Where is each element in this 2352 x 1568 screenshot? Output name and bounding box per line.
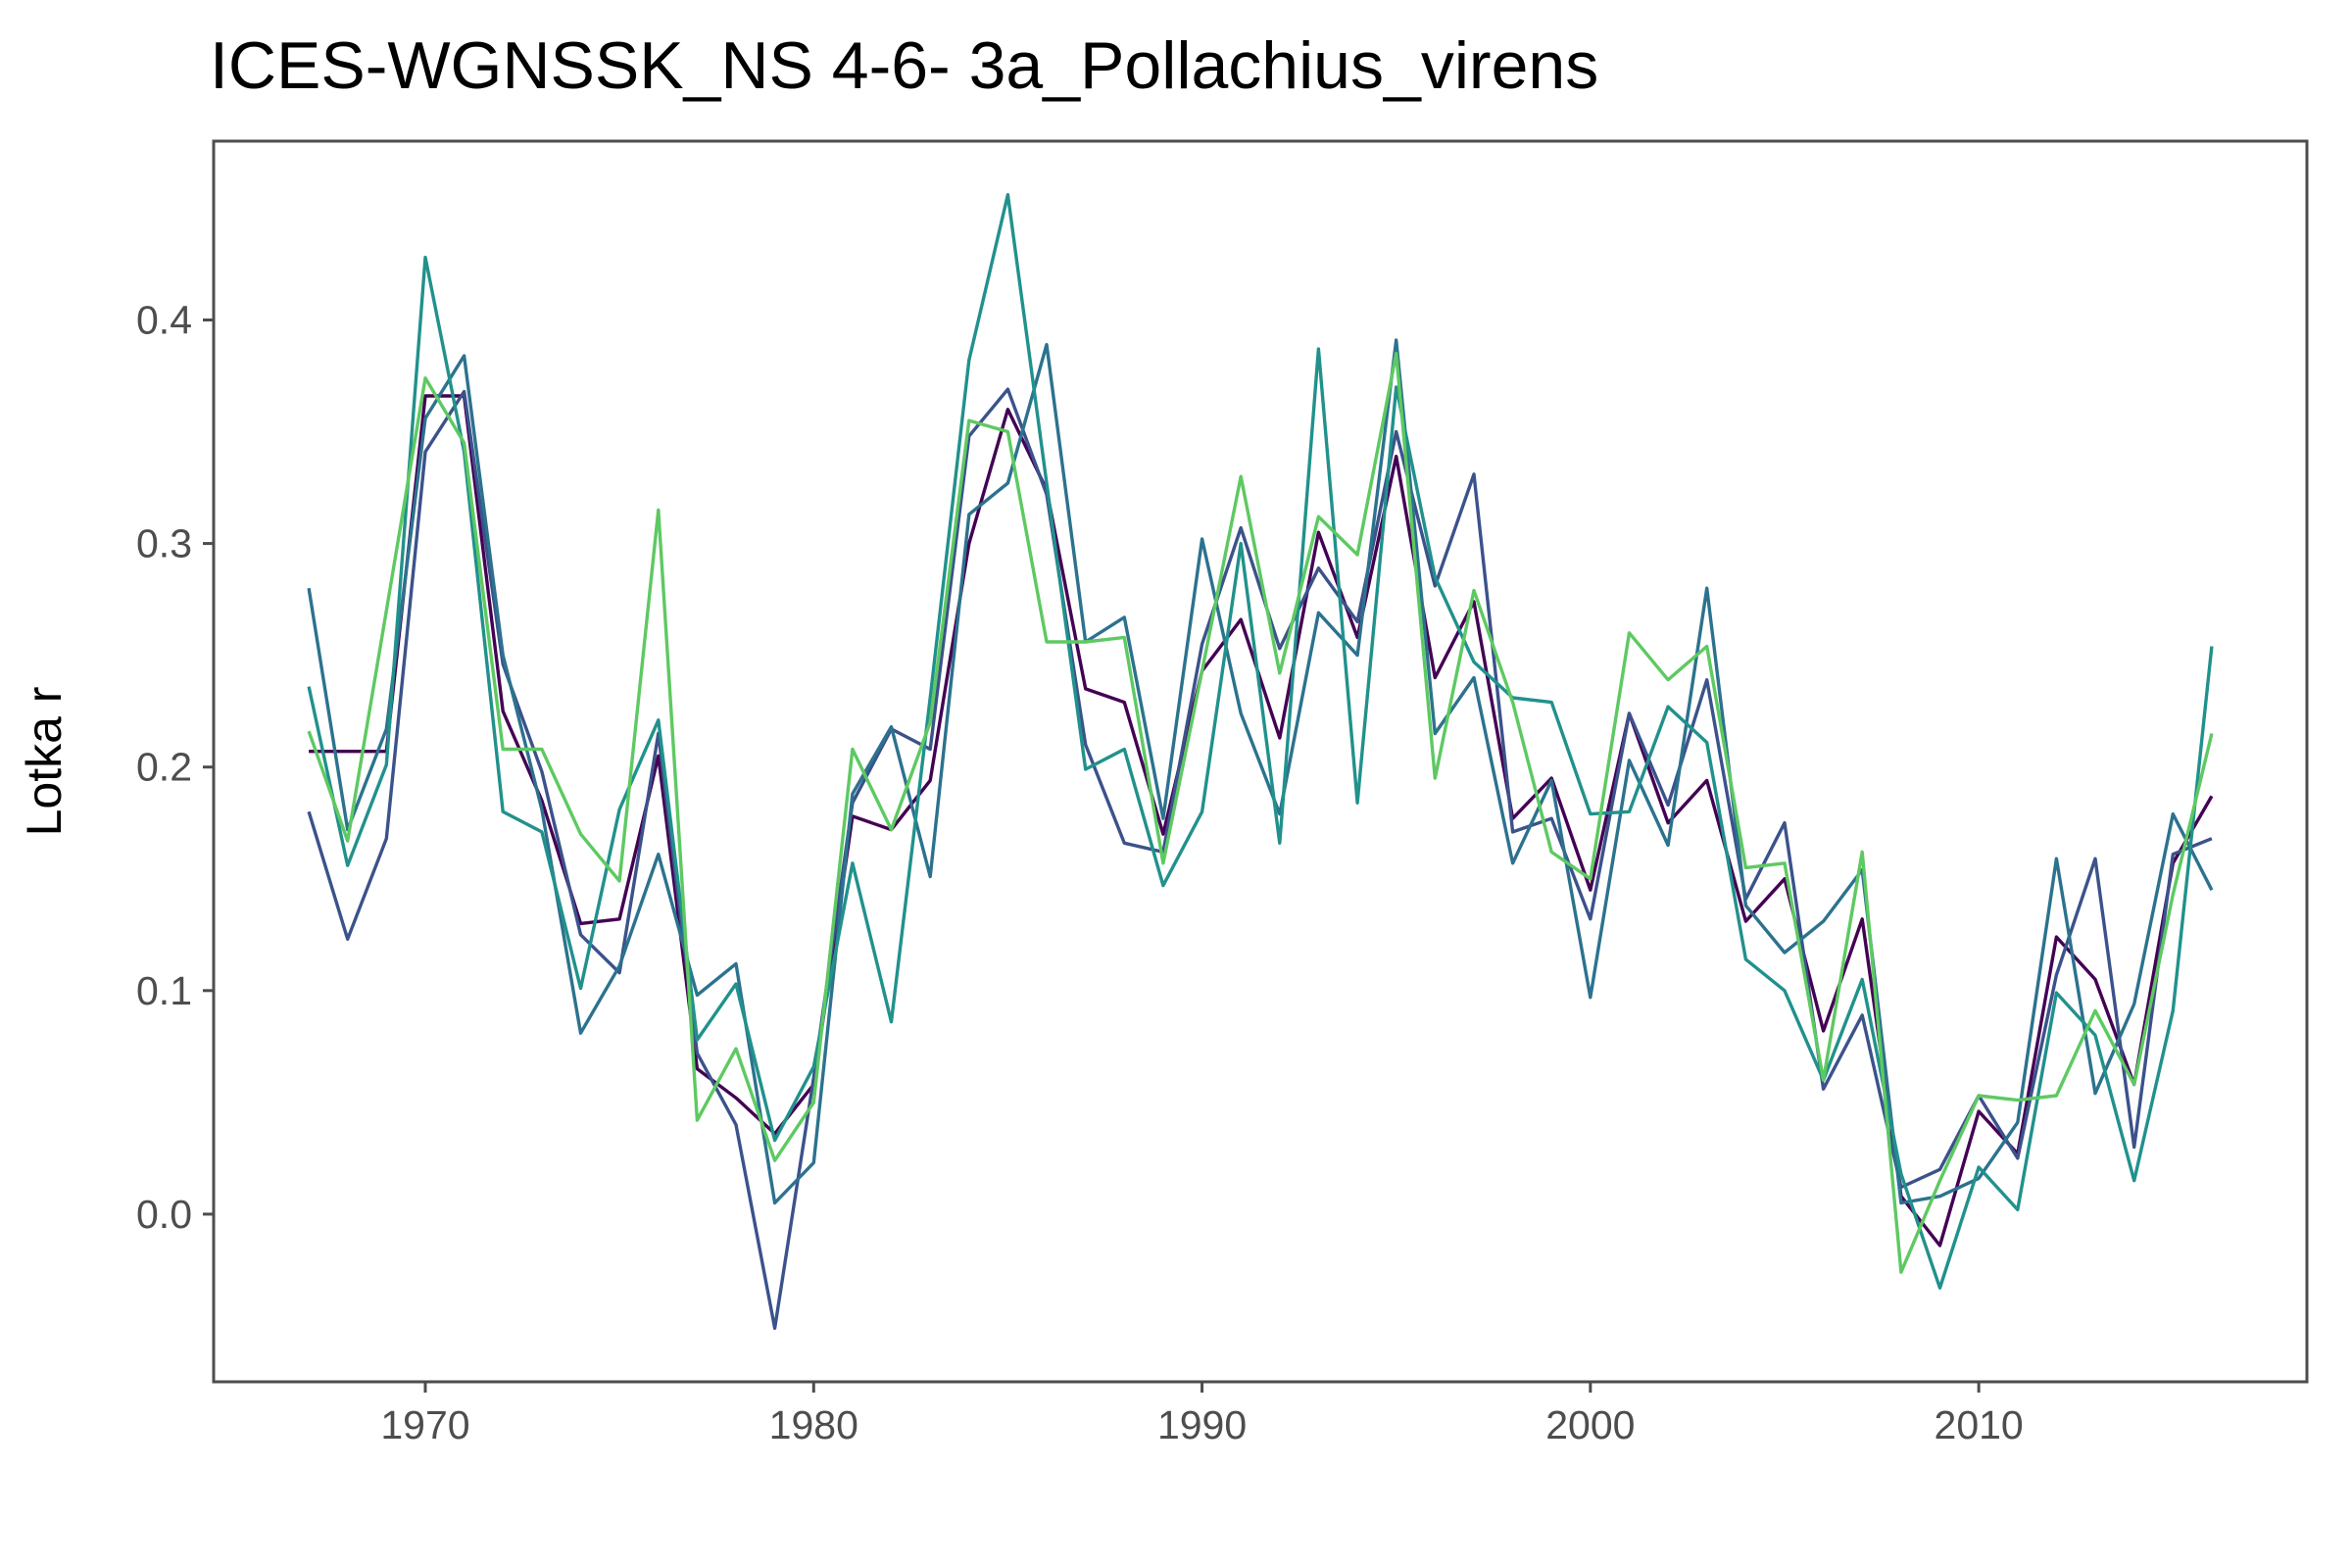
series-layer bbox=[307, 192, 2214, 1331]
chart-title: ICES-WGNSSK_NS 4-6- 3a_Pollachius_virens bbox=[210, 28, 1599, 103]
x-tick-label: 1980 bbox=[769, 1402, 858, 1447]
y-axis: 0.0 0.1 0.2 0.3 0.4 bbox=[136, 297, 214, 1237]
y-tick-label: 0.3 bbox=[136, 521, 192, 566]
x-tick-label: 2000 bbox=[1545, 1402, 1635, 1447]
y-tick-label: 0.4 bbox=[136, 297, 192, 342]
series-line-3 bbox=[307, 338, 2214, 1205]
x-axis: 1970 1980 1990 2000 2010 bbox=[380, 1382, 2024, 1447]
x-tick-label: 2010 bbox=[1935, 1402, 2024, 1447]
series-line-2 bbox=[307, 387, 2213, 1331]
plot-panel-border bbox=[212, 139, 2309, 1384]
y-tick-label: 0.2 bbox=[136, 745, 192, 790]
series-line-5 bbox=[307, 352, 2214, 1274]
y-axis-title: Lotka r bbox=[17, 687, 72, 837]
series-line-1 bbox=[309, 394, 2214, 1248]
y-tick-label: 0.1 bbox=[136, 968, 192, 1013]
x-tick-label: 1970 bbox=[380, 1402, 469, 1447]
y-tick-label: 0.0 bbox=[136, 1192, 192, 1237]
x-tick-label: 1990 bbox=[1157, 1402, 1247, 1447]
series-line-4 bbox=[307, 192, 2214, 1290]
